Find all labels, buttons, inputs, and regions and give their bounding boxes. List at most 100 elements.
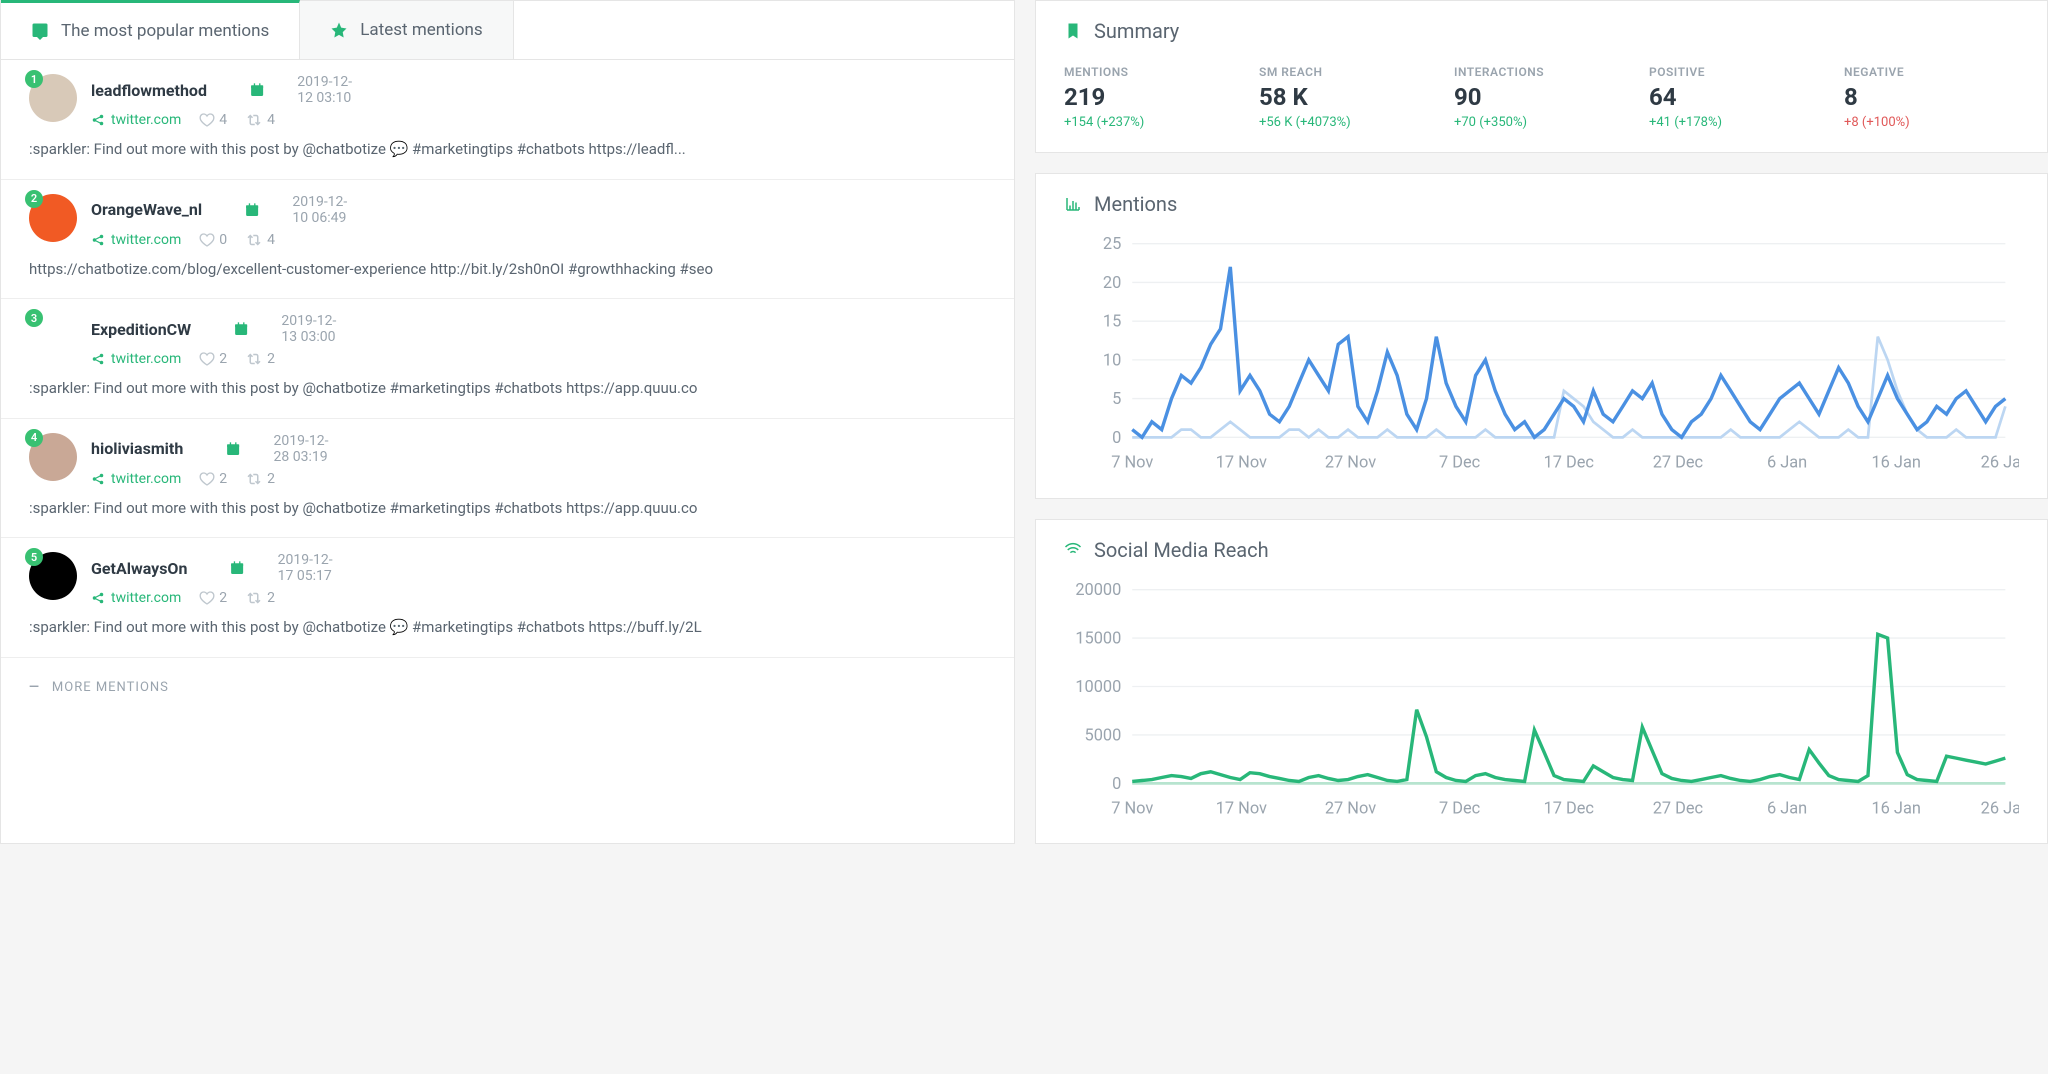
svg-text:15000: 15000 (1075, 628, 1121, 647)
svg-text:20: 20 (1103, 273, 1121, 292)
share-icon (91, 591, 105, 605)
svg-text:5000: 5000 (1085, 725, 1122, 744)
summary-metric: NEGATIVE 8 +8 (+100%) (1844, 65, 2019, 130)
retweet-icon (245, 471, 263, 487)
summary-metric-value: 219 (1064, 83, 1239, 111)
mention-username[interactable]: ExpeditionCW (91, 320, 191, 339)
svg-text:0: 0 (1112, 428, 1121, 447)
summary-card: Summary MENTIONS 219 +154 (+237%) SM REA… (1035, 0, 2048, 153)
summary-metric-value: 90 (1454, 83, 1629, 111)
mentions-chart: 05101520257 Nov17 Nov27 Nov7 Dec17 Dec27… (1064, 230, 2019, 476)
summary-metric-delta: +41 (+178%) (1649, 115, 1824, 130)
rank-badge: 1 (25, 70, 43, 88)
mention-item[interactable]: 1 leadflowmethod 2019-12-12 03:10 twitte… (1, 60, 1014, 180)
mention-body: https://chatbotize.com/blog/excellent-cu… (29, 258, 986, 281)
avatar-wrap: 4 (29, 433, 77, 481)
tab-popular-label: The most popular mentions (61, 21, 269, 41)
svg-text:15: 15 (1103, 312, 1121, 331)
summary-metric: MENTIONS 219 +154 (+237%) (1064, 65, 1239, 130)
tab-popular[interactable]: The most popular mentions (1, 0, 300, 59)
mention-item[interactable]: 2 OrangeWave_nl 2019-12-10 06:49 twitter… (1, 180, 1014, 300)
avatar-wrap: 1 (29, 74, 77, 122)
mentions-chart-card: Mentions 05101520257 Nov17 Nov27 Nov7 De… (1035, 173, 2048, 499)
star-icon (330, 21, 348, 39)
likes-count[interactable]: 2 (199, 351, 227, 367)
source-link[interactable]: twitter.com (91, 590, 181, 606)
rank-badge: 5 (25, 548, 43, 566)
summary-metric-value: 58 K (1259, 83, 1434, 111)
mention-username[interactable]: GetAlwaysOn (91, 559, 187, 578)
reach-chart-card: Social Media Reach 050001000015000200007… (1035, 519, 2048, 845)
calendar-icon (223, 82, 291, 98)
wifi-icon (1064, 541, 1082, 559)
svg-text:10: 10 (1103, 350, 1121, 369)
heart-icon (199, 112, 215, 128)
svg-text:7 Dec: 7 Dec (1439, 798, 1481, 817)
heart-icon (199, 351, 215, 367)
svg-text:0: 0 (1112, 773, 1121, 792)
retweet-icon (245, 351, 263, 367)
source-link[interactable]: twitter.com (91, 112, 181, 128)
likes-count[interactable]: 2 (199, 471, 227, 487)
mention-item[interactable]: 5 GetAlwaysOn 2019-12-17 05:17 twitter.c… (1, 538, 1014, 658)
summary-metric-value: 8 (1844, 83, 2019, 111)
rank-badge: 4 (25, 429, 43, 447)
retweets-count[interactable]: 2 (245, 471, 275, 487)
mention-username[interactable]: OrangeWave_nl (91, 200, 202, 219)
tab-latest-label: Latest mentions (360, 20, 482, 40)
summary-metric-label: NEGATIVE (1844, 65, 2019, 79)
summary-metric-value: 64 (1649, 83, 1824, 111)
reach-chart-title: Social Media Reach (1094, 538, 1269, 562)
svg-text:7 Dec: 7 Dec (1439, 452, 1481, 471)
mention-date: 2019-12-10 06:49 (218, 194, 349, 226)
mention-item[interactable]: 3 ExpeditionCW 2019-12-13 03:00 twitter.… (1, 299, 1014, 419)
avatar-wrap: 5 (29, 552, 77, 600)
mention-date: 2019-12-17 05:17 (203, 552, 334, 584)
mention-username[interactable]: hioliviasmith (91, 439, 183, 458)
svg-text:16 Jan: 16 Jan (1871, 452, 1920, 471)
mention-item[interactable]: 4 hioliviasmith 2019-12-28 03:19 twitter… (1, 419, 1014, 539)
svg-text:5: 5 (1112, 389, 1121, 408)
likes-count[interactable]: 2 (199, 590, 227, 606)
retweets-count[interactable]: 4 (245, 232, 275, 248)
mentions-panel: The most popular mentions Latest mention… (0, 0, 1015, 844)
svg-text:7 Nov: 7 Nov (1111, 452, 1153, 471)
likes-count[interactable]: 0 (199, 232, 227, 248)
summary-metric-delta: +154 (+237%) (1064, 115, 1239, 130)
retweet-icon (245, 232, 263, 248)
summary-metric: POSITIVE 64 +41 (+178%) (1649, 65, 1824, 130)
mentions-tabs: The most popular mentions Latest mention… (1, 1, 1014, 60)
summary-metric-delta: +56 K (+4073%) (1259, 115, 1434, 130)
retweets-count[interactable]: 4 (245, 112, 275, 128)
summary-metric: SM REACH 58 K +56 K (+4073%) (1259, 65, 1434, 130)
calendar-icon (199, 441, 267, 457)
retweets-count[interactable]: 2 (245, 590, 275, 606)
mention-date: 2019-12-13 03:00 (207, 313, 338, 345)
svg-text:7 Nov: 7 Nov (1111, 798, 1153, 817)
speech-icon (31, 22, 49, 40)
mention-username[interactable]: leadflowmethod (91, 81, 207, 100)
retweet-icon (245, 590, 263, 606)
svg-text:20000: 20000 (1075, 580, 1121, 599)
source-link[interactable]: twitter.com (91, 232, 181, 248)
more-mentions-button[interactable]: — MORE MENTIONS (1, 658, 1014, 717)
retweets-count[interactable]: 2 (245, 351, 275, 367)
heart-icon (199, 232, 215, 248)
mentions-chart-title: Mentions (1094, 192, 1177, 216)
svg-text:17 Dec: 17 Dec (1544, 452, 1595, 471)
tab-latest[interactable]: Latest mentions (300, 1, 513, 59)
likes-count[interactable]: 4 (199, 112, 227, 128)
share-icon (91, 352, 105, 366)
mention-date: 2019-12-28 03:19 (199, 433, 330, 465)
summary-metric-delta: +70 (+350%) (1454, 115, 1629, 130)
source-link[interactable]: twitter.com (91, 351, 181, 367)
reach-chart: 050001000015000200007 Nov17 Nov27 Nov7 D… (1064, 576, 2019, 822)
bookmark-icon (1064, 22, 1082, 40)
svg-text:26 Jan: 26 Jan (1981, 798, 2019, 817)
source-link[interactable]: twitter.com (91, 471, 181, 487)
bar-chart-icon (1064, 195, 1082, 213)
svg-text:27 Dec: 27 Dec (1653, 452, 1704, 471)
right-panel: Summary MENTIONS 219 +154 (+237%) SM REA… (1035, 0, 2048, 844)
share-icon (91, 113, 105, 127)
svg-text:17 Dec: 17 Dec (1544, 798, 1595, 817)
